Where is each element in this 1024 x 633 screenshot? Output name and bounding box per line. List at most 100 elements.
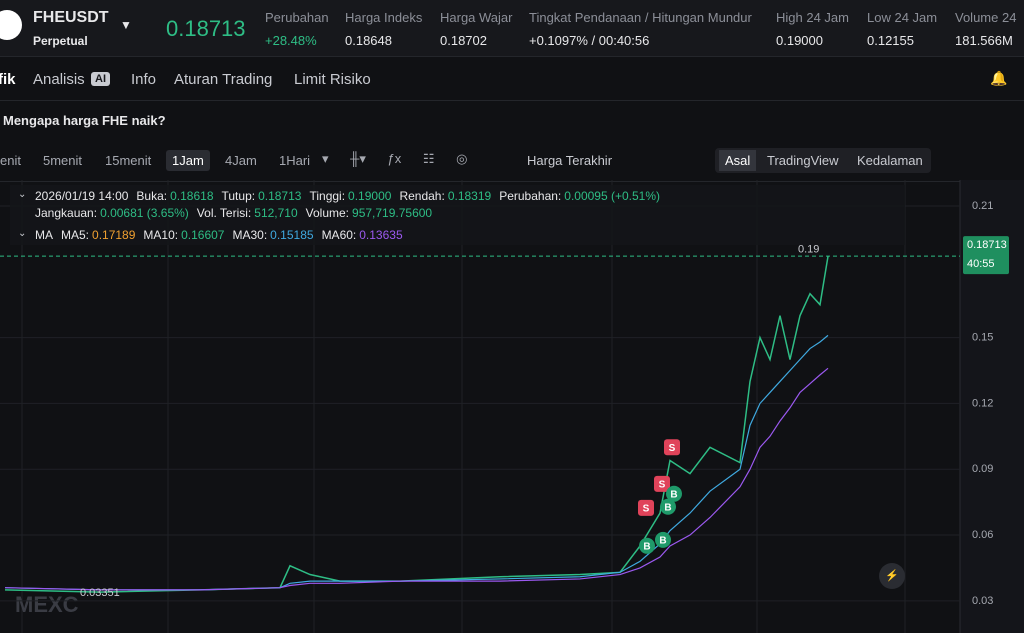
interval[interactable]: 1Jam (166, 150, 210, 171)
ohlc-value: 0.18618 (170, 189, 214, 203)
y-tick-label: 0.09 (972, 463, 993, 475)
stat-value: 0.18648 (345, 33, 392, 48)
ohlc-value: 0.18319 (447, 189, 492, 203)
interval[interactable]: 5menit (43, 153, 83, 168)
y-tick-label: 0.03 (972, 595, 993, 607)
ohlc-value: 512,710 (254, 206, 298, 220)
ma-label: MA5: (61, 228, 90, 242)
countdown: 40:55 (967, 258, 995, 270)
signal (638, 499, 654, 516)
bell[interactable]: 🔔 (990, 70, 1008, 86)
signal (639, 537, 655, 554)
stat-value: +28.48% (265, 33, 317, 48)
view[interactable]: TradingView (767, 153, 839, 168)
stat-value: 0.12155 (867, 33, 914, 48)
interval[interactable]: 1Hari (279, 153, 311, 168)
ohlc-label: Vol. Terisi: (196, 206, 252, 220)
signal-label: B (659, 536, 666, 547)
signal-label: S (643, 503, 650, 514)
y-tick-label: 0.12 (972, 397, 993, 409)
ohlc-label: Volume: (305, 206, 350, 220)
ma-value: 0.16607 (181, 228, 225, 242)
symbol[interactable]: FHEUSDT (33, 9, 109, 26)
y-tick-label: 0.15 (972, 331, 993, 343)
stat-value: 181.566M (955, 33, 1013, 48)
last-price-label: 0.18713 (967, 239, 1007, 251)
ma-label: MA10: (143, 228, 179, 242)
interval[interactable]: 4Jam (225, 153, 257, 168)
high-label: 0.19 (798, 244, 819, 256)
ohlc-label: Tutup: (221, 189, 256, 203)
ohlc-label: Perubahan: (499, 189, 562, 203)
ohlc-value: 957,719.75600 (352, 206, 433, 220)
ma-value: 0.13635 (359, 228, 403, 242)
stat-label: Low 24 Jam (867, 10, 938, 25)
contract: Perpetual (33, 34, 88, 48)
ohlc-label: Buka: (136, 189, 168, 203)
signal (660, 498, 676, 515)
logo (0, 10, 22, 40)
stat-label: Volume 24 (955, 10, 1017, 25)
ma-title: MA (35, 228, 53, 242)
stat-label: Perubahan (265, 10, 329, 25)
last-price: 0.18713 (166, 16, 246, 41)
ohlc-value: 0.00095 (+0.51%) (564, 189, 661, 203)
stat-label: Harga Indeks (345, 10, 423, 25)
ai-badge: AI (91, 72, 110, 86)
ohlc-value: 0.19000 (348, 189, 392, 203)
caret: ⌄ (18, 228, 27, 239)
ohlc-label: Tinggi: (309, 189, 346, 203)
chart: MEXC 0.03 0.06 0.09 0.12 0.15 0.21 0.18713 40:55… (0, 180, 1024, 633)
low-label: 0.03351 (80, 587, 120, 599)
series-line (4, 334, 829, 591)
signal (654, 475, 670, 492)
ma-value: 0.17189 (92, 228, 136, 242)
price-source[interactable]: Harga Terakhir (527, 153, 613, 168)
ma-label: MA60: (321, 228, 357, 242)
y-tick-label: 0.06 (972, 529, 993, 541)
tab[interactable]: Limit Risiko (294, 71, 371, 88)
stat-value: +0.1097% / 00:40:56 (529, 33, 650, 48)
signal-label: B (643, 541, 650, 552)
signal (655, 531, 671, 548)
signal (664, 439, 680, 456)
series-line (4, 256, 829, 593)
info-bg (10, 185, 905, 245)
signal (666, 485, 682, 502)
watermark: MEXC (15, 592, 79, 617)
ma-value: 0.15185 (270, 228, 314, 242)
caret[interactable]: ▼ (120, 18, 132, 32)
tab[interactable]: Analisis (33, 71, 85, 88)
ma-label: MA30: (232, 228, 268, 242)
ohlc-time: 2026/01/19 14:00 (35, 189, 129, 203)
tabs (0, 57, 1024, 101)
y-tick-label: 0.21 (972, 200, 993, 212)
flash-button (879, 563, 905, 589)
ohlc-label: Jangkauan: (35, 206, 98, 220)
question[interactable]: Mengapa harga FHE naik? (3, 113, 166, 128)
stat-label: Tingkat Pendanaan / Hitungan Mundur (529, 10, 752, 25)
tab[interactable]: Info (131, 71, 157, 88)
last-price-box (963, 236, 1009, 275)
stat-value: 0.19000 (776, 33, 823, 48)
interval[interactable]: 15menit (105, 153, 152, 168)
ohlc-label: Rendah: (399, 189, 445, 203)
interval[interactable]: enit (0, 153, 21, 168)
flash-icon: ⚡ (885, 569, 899, 582)
ohlc-value: 0.18713 (258, 189, 302, 203)
stat-label: High 24 Jam (776, 10, 849, 25)
signal-label: S (659, 480, 666, 491)
tab[interactable]: fik (0, 71, 16, 88)
series-line (4, 367, 829, 591)
tab[interactable]: Aturan Trading (174, 71, 273, 88)
stat-label: Harga Wajar (440, 10, 513, 25)
stat-value: 0.18702 (440, 33, 487, 48)
header (0, 0, 1024, 57)
icons: ▾ ╫▾ ƒx ☷ ◎ (322, 151, 468, 166)
signal-label: S (669, 443, 676, 454)
caret: ⌄ (18, 189, 27, 200)
view[interactable]: Kedalaman (857, 153, 923, 168)
view[interactable]: Asal (719, 150, 757, 171)
signal-label: B (664, 502, 671, 513)
